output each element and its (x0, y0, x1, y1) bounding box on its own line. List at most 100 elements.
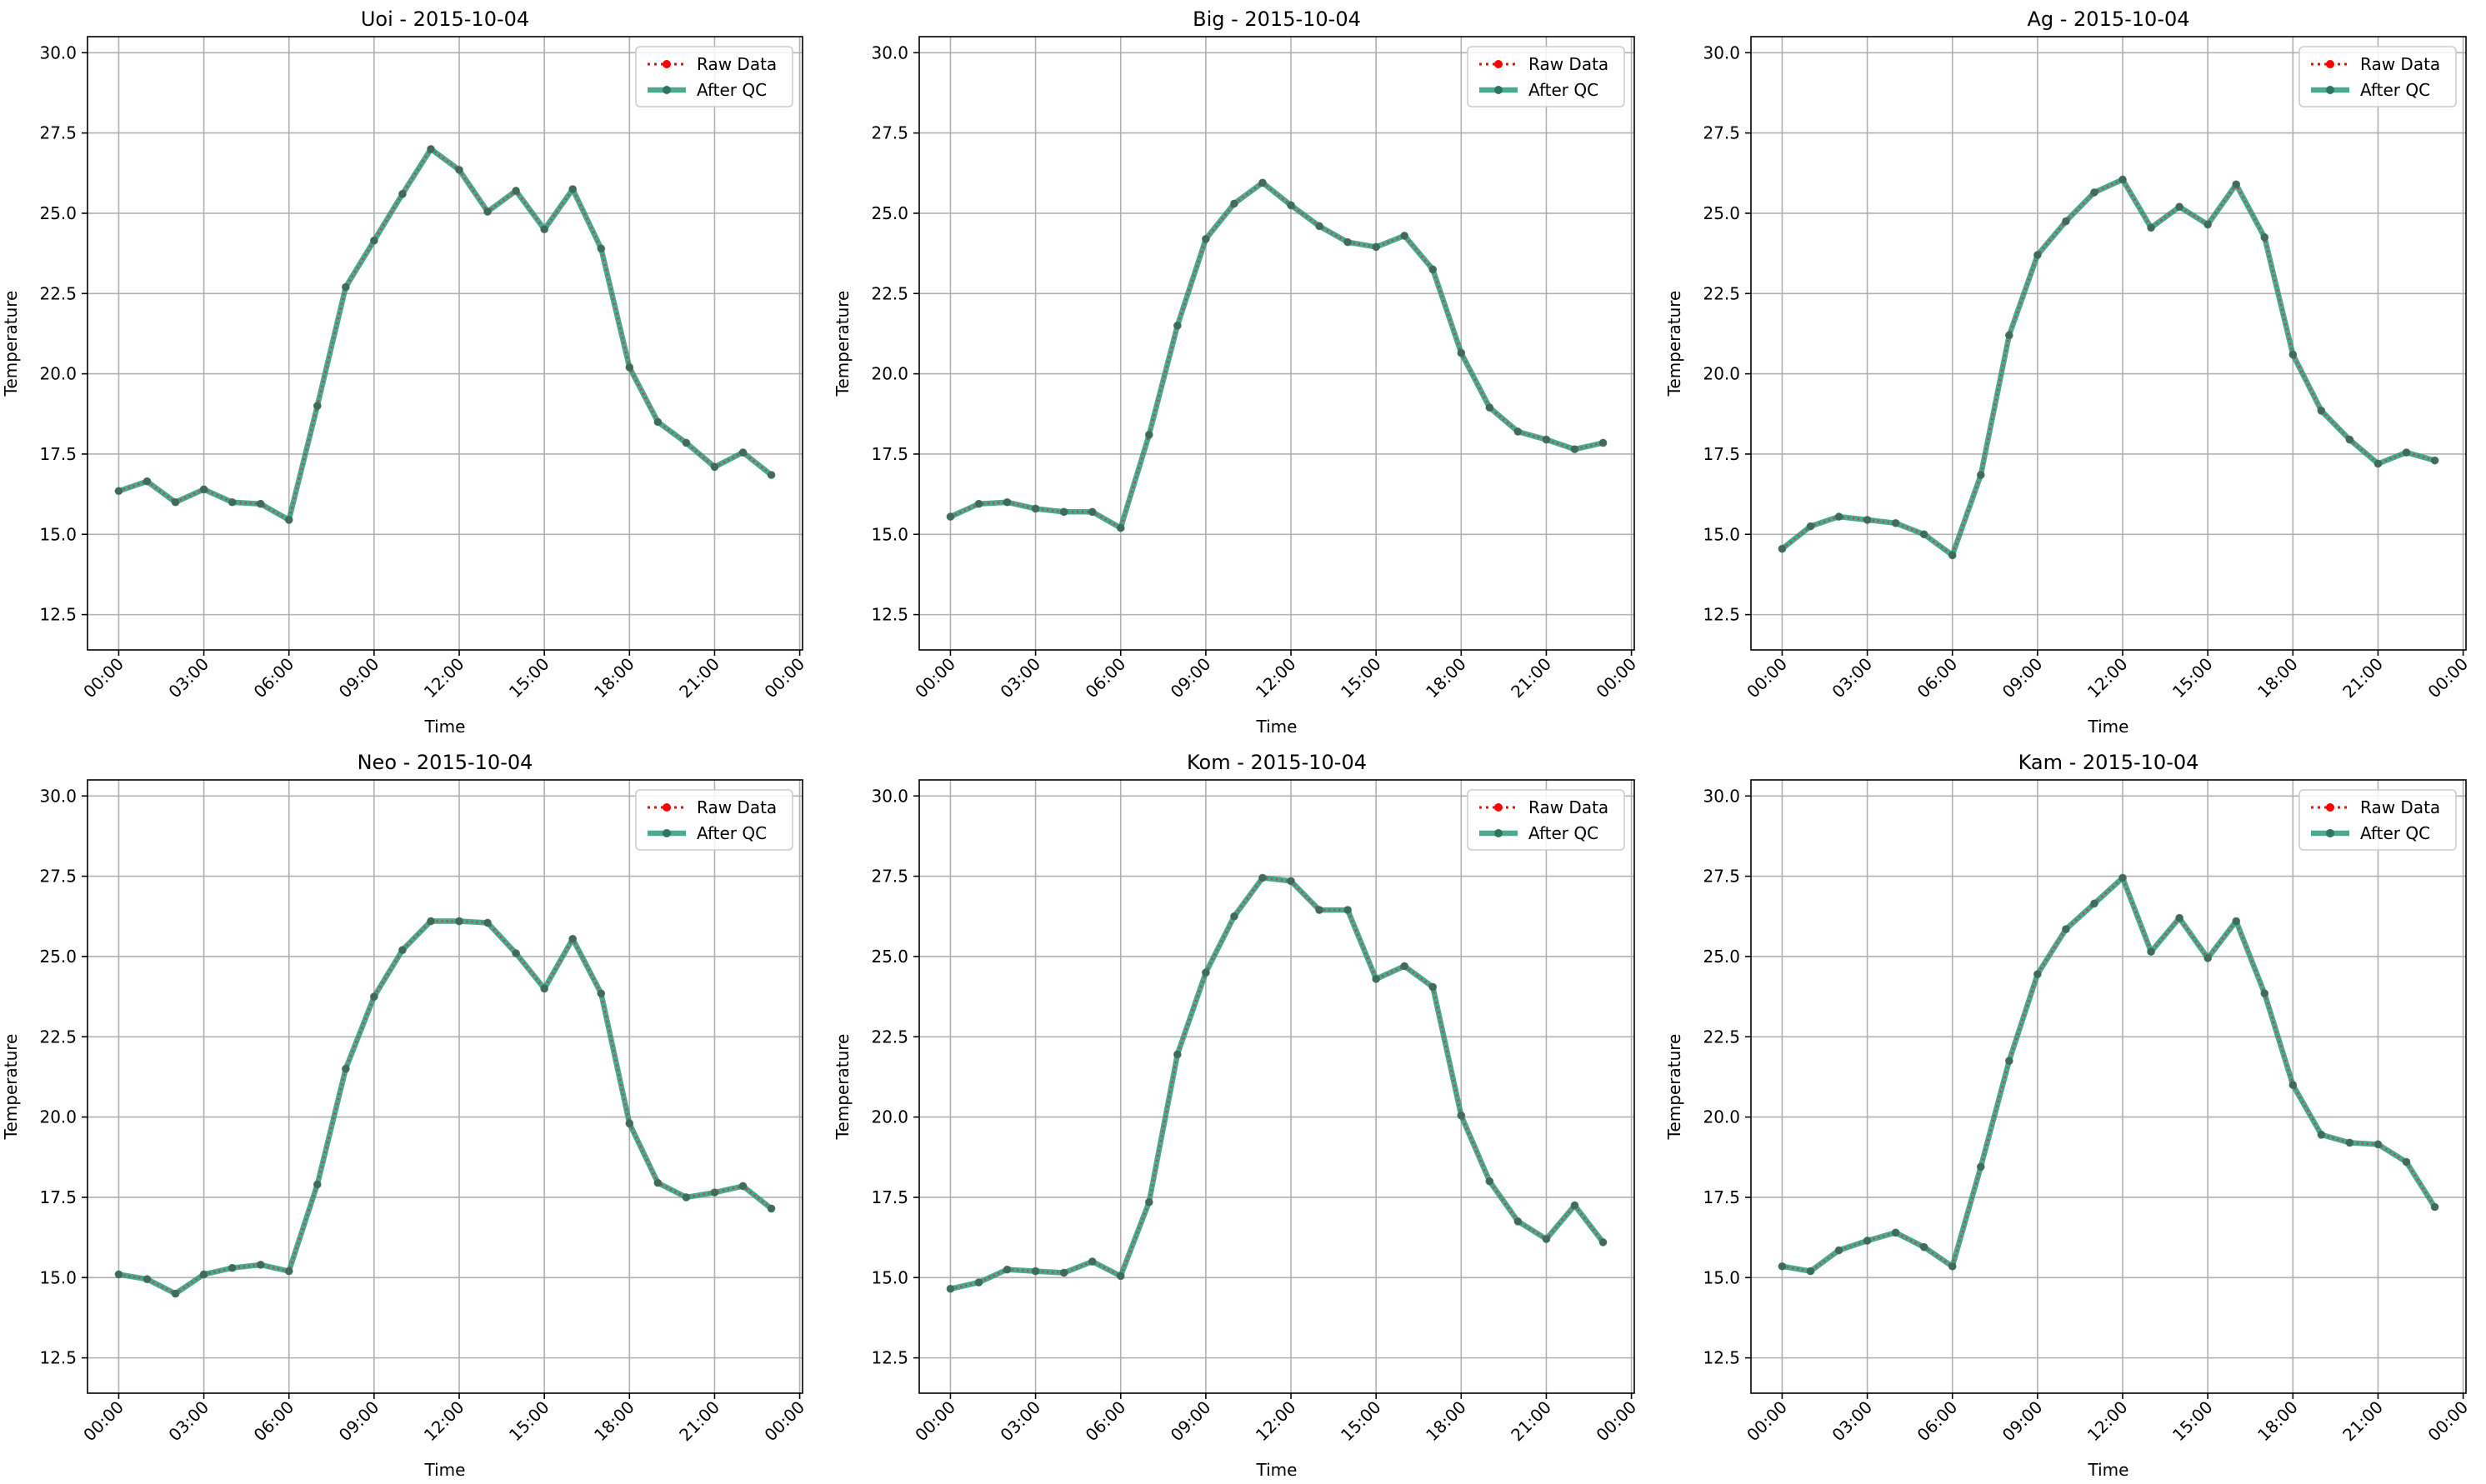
data-point-after-qc (2430, 1202, 2439, 1212)
data-point-after-qc (1116, 1272, 1125, 1281)
data-point-after-qc (342, 282, 350, 292)
data-point-after-qc (946, 512, 955, 521)
data-point-after-qc (1428, 265, 1438, 274)
chart-title: Kom - 2015-10-04 (1187, 751, 1367, 774)
legend-label-raw-data: Raw Data (697, 797, 777, 817)
y-tick-label: 15.0 (1703, 524, 1740, 544)
data-point-after-qc (1863, 516, 1872, 524)
data-point-after-qc (228, 497, 237, 507)
data-point-after-qc (284, 1267, 293, 1276)
y-tick-label: 27.5 (39, 123, 77, 143)
data-point-after-qc (767, 471, 776, 479)
y-tick-label: 17.5 (871, 444, 908, 464)
x-tick-label: 00:00 (2423, 654, 2472, 702)
data-point-after-qc (974, 499, 983, 508)
x-tick-label: 15:00 (505, 654, 553, 702)
data-point-after-qc (1315, 906, 1323, 914)
x-tick-label: 12:00 (1252, 1397, 1300, 1446)
data-point-after-qc (597, 989, 606, 998)
x-axis-label: Time (1256, 1460, 1298, 1480)
y-axis-label: Temperature (1664, 291, 1684, 397)
data-point-after-qc (1457, 1111, 1466, 1120)
x-tick-label: 06:00 (1082, 1397, 1130, 1446)
x-tick-label: 21:00 (2338, 1397, 2387, 1446)
x-tick-label: 21:00 (675, 1397, 723, 1446)
legend-label-raw-data: Raw Data (1528, 797, 1608, 817)
y-tick-label: 12.5 (39, 1348, 77, 1368)
x-tick-label: 00:00 (911, 1397, 959, 1446)
legend-label-after-qc: After QC (2360, 80, 2430, 100)
legend: Raw Data After QC (2298, 789, 2457, 851)
data-point-after-qc (1948, 1262, 1957, 1271)
plot-area (88, 37, 803, 650)
x-tick-label: 09:00 (1167, 1397, 1215, 1446)
x-tick-label: 12:00 (2083, 1397, 2132, 1446)
x-tick-label: 09:00 (1167, 654, 1215, 702)
data-point-after-qc (1343, 906, 1352, 914)
data-point-after-qc (2147, 223, 2155, 232)
legend-marker-after-qc (663, 86, 671, 94)
legend: Raw Data After QC (1467, 46, 1625, 107)
data-point-after-qc (1088, 1257, 1097, 1266)
x-tick-label: 00:00 (911, 654, 959, 702)
data-point-after-qc (1598, 1238, 1608, 1247)
data-point-after-qc (483, 207, 492, 216)
x-axis-label: Time (2088, 717, 2129, 737)
data-point-after-qc (1258, 178, 1267, 187)
data-point-after-qc (2147, 947, 2155, 956)
data-point-after-qc (1400, 962, 1409, 971)
y-tick-label: 12.5 (871, 1348, 908, 1368)
x-tick-label: 00:00 (1743, 654, 1791, 702)
legend-marker-after-qc (2326, 829, 2334, 837)
data-point-after-qc (767, 1204, 776, 1213)
data-point-after-qc (483, 918, 492, 927)
y-tick-label: 15.0 (39, 524, 77, 544)
x-tick-label: 21:00 (1507, 1397, 1555, 1446)
legend-marker-after-qc (2326, 86, 2334, 94)
legend: Raw Data After QC (2298, 46, 2457, 107)
data-point-after-qc (2373, 1140, 2383, 1149)
data-point-after-qc (1315, 222, 1323, 231)
y-tick-label: 27.5 (1703, 123, 1740, 143)
series-line-after-qc (1779, 875, 2438, 1274)
data-point-after-qc (1059, 507, 1068, 517)
subplot: 12.5 15.0 17.5 20.0 22.5 25.0 27.5 30.0 00:00 03:… (1, 7, 808, 737)
data-point-after-qc (114, 487, 123, 496)
data-point-after-qc (2288, 350, 2298, 359)
data-point-after-qc (2118, 175, 2127, 184)
data-point-after-qc (342, 1065, 350, 1073)
y-tick-label: 30.0 (871, 42, 908, 62)
x-tick-label: 09:00 (1998, 1397, 2047, 1446)
data-point-after-qc (2288, 1081, 2298, 1089)
x-tick-label: 00:00 (2423, 1397, 2472, 1446)
y-tick-label: 22.5 (1703, 1027, 1740, 1047)
data-point-after-qc (1372, 975, 1380, 983)
y-tick-label: 20.0 (39, 364, 77, 384)
data-point-after-qc (512, 949, 520, 957)
legend: Raw Data After QC (1467, 789, 1625, 851)
data-point-after-qc (1834, 1246, 1843, 1255)
x-tick-label: 06:00 (1913, 654, 1962, 702)
data-point-after-qc (143, 1275, 152, 1284)
data-point-after-qc (540, 225, 548, 234)
data-point-after-qc (256, 1261, 265, 1269)
data-point-after-qc (1287, 201, 1295, 210)
x-axis-label: Time (2088, 1460, 2129, 1480)
data-point-after-qc (370, 992, 378, 1001)
data-point-after-qc (2317, 407, 2326, 415)
y-tick-label: 25.0 (1703, 203, 1740, 223)
data-point-after-qc (1948, 551, 1957, 560)
y-tick-label: 17.5 (871, 1187, 908, 1207)
data-point-after-qc (568, 934, 578, 943)
data-point-after-qc (2005, 1057, 2013, 1065)
data-point-after-qc (1031, 1267, 1040, 1276)
series-line-raw-data (1781, 177, 2435, 557)
data-point-after-qc (2402, 448, 2411, 457)
data-point-after-qc (2260, 233, 2269, 242)
data-point-after-qc (2402, 1157, 2411, 1167)
x-tick-label: 15:00 (1337, 1397, 1385, 1446)
y-tick-label: 25.0 (871, 947, 908, 967)
data-point-after-qc (1513, 427, 1523, 436)
data-point-after-qc (1806, 522, 1815, 531)
